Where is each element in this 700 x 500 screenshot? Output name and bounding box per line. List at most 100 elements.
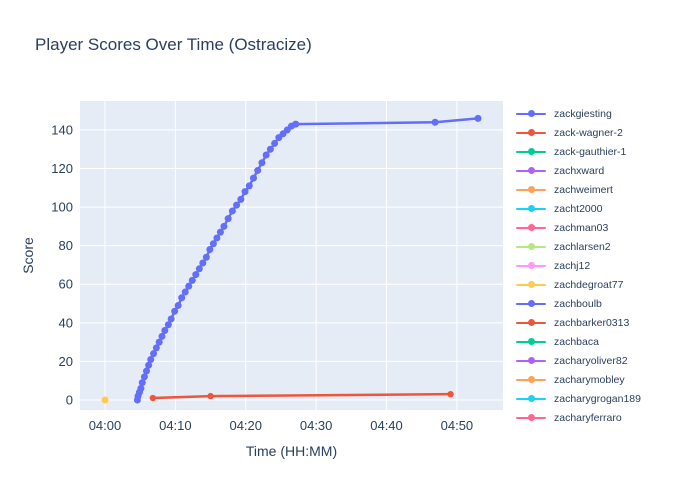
legend-item-zack-gauthier-1[interactable]: zack-gauthier-1 (516, 142, 698, 161)
legend-line-marker-icon (516, 242, 546, 252)
legend-item-zachdegroat77[interactable]: zachdegroat77 (516, 275, 698, 294)
legend-label: zachboulb (554, 297, 602, 310)
series-marker-zackgiesting (164, 321, 172, 329)
series-marker-zackgiesting (152, 344, 160, 352)
series-marker-zackgiesting (262, 151, 270, 159)
legend-dot (527, 338, 535, 345)
legend-line-marker-icon (516, 128, 546, 138)
legend-item-zachweimert[interactable]: zachweimert (516, 180, 698, 199)
legend-item-zack-wagner-2[interactable]: zack-wagner-2 (516, 123, 698, 142)
series-marker-zackgiesting (202, 253, 210, 261)
legend-dot (527, 167, 535, 174)
legend-dot (527, 186, 535, 193)
series-marker-zackgiesting (181, 288, 189, 296)
x-axis-title: Time (HH:MM) (246, 443, 337, 459)
legend-dot (527, 376, 535, 383)
x-tick-label: 04:40 (370, 418, 403, 433)
series-marker-zack-wagner-2 (447, 390, 454, 398)
legend-label: zacharyferraro (554, 411, 622, 424)
legend-item-zacharyoliver82[interactable]: zacharyoliver82 (516, 351, 698, 370)
legend-line-marker-icon (516, 185, 546, 195)
series-marker-zackgiesting (145, 361, 153, 369)
series-marker-zackgiesting (213, 234, 221, 242)
x-tick-label: 04:30 (300, 418, 333, 433)
series-marker-zackgiesting (224, 215, 232, 223)
legend-label: zachj12 (554, 259, 591, 272)
x-tick-label: 04:20 (229, 418, 262, 433)
legend-dot (527, 281, 535, 288)
series-marker-zackgiesting (137, 384, 145, 392)
legend-line-marker-icon (516, 375, 546, 385)
x-tick-label: 04:50 (441, 418, 474, 433)
legend-item-zachxward[interactable]: zachxward (516, 161, 698, 180)
y-tick-label: 20 (59, 354, 73, 369)
legend-line-marker-icon (516, 261, 546, 271)
legend-line-marker-icon (516, 147, 546, 157)
legend-item-zachlarsen2[interactable]: zachlarsen2 (516, 237, 698, 256)
series-marker-zackgiesting (174, 301, 182, 309)
legend-item-zachbaca[interactable]: zachbaca (516, 332, 698, 351)
legend-line-marker-icon (516, 413, 546, 423)
legend-item-zacharymobley[interactable]: zacharymobley (516, 370, 698, 389)
legend-item-zachbarker0313[interactable]: zachbarker0313 (516, 313, 698, 332)
series-marker-zackgiesting (216, 228, 224, 236)
legend-dot (527, 129, 535, 136)
legend-dot (527, 319, 535, 326)
legend-label: zachlarsen2 (554, 240, 611, 253)
series-marker-zackgiesting (138, 379, 146, 387)
series-marker-zack-wagner-2 (149, 394, 157, 402)
legend-dot (527, 300, 535, 307)
x-tick-label: 04:00 (89, 418, 122, 433)
series-marker-zackgiesting (143, 367, 151, 375)
legend-line-marker-icon (516, 356, 546, 366)
legend-item-zacharyferraro[interactable]: zacharyferraro (516, 408, 698, 424)
series-marker-zack-wagner-2 (207, 392, 214, 400)
legend-item-zackgiesting[interactable]: zackgiesting (516, 104, 698, 123)
series-marker-zackgiesting (474, 114, 482, 122)
legend-item-zachj12[interactable]: zachj12 (516, 256, 698, 275)
series-marker-zackgiesting (178, 294, 186, 302)
series-marker-zackgiesting (167, 315, 175, 323)
legend-label: zacht2000 (554, 202, 603, 215)
series-marker-zackgiesting (192, 271, 200, 279)
series-marker-zackgiesting (188, 276, 196, 284)
legend-line-marker-icon (516, 299, 546, 309)
legend-line-marker-icon (516, 204, 546, 214)
series-marker-zackgiesting (258, 159, 266, 167)
series-marker-zackgiesting (161, 327, 169, 335)
legend-item-zachboulb[interactable]: zachboulb (516, 294, 698, 313)
y-axis-title: Score (20, 237, 36, 274)
legend-dot (527, 205, 535, 212)
legend-line-marker-icon (516, 166, 546, 176)
legend-label: zachbaca (554, 335, 599, 348)
series-marker-zackgiesting (206, 246, 214, 254)
series-marker-zackgiesting (249, 174, 257, 182)
legend-dot (527, 243, 535, 250)
legend-label: zack-wagner-2 (554, 126, 623, 139)
legend-label: zacharygrogan189 (554, 392, 641, 405)
series-marker-zackgiesting (254, 166, 262, 174)
series-marker-zackgiesting (271, 139, 279, 147)
series-marker-zackgiesting (209, 240, 217, 248)
legend-dot (527, 395, 535, 402)
series-marker-zackgiesting (241, 188, 249, 196)
legend-item-zachman03[interactable]: zachman03 (516, 218, 698, 237)
y-tick-label: 100 (51, 200, 73, 215)
series-marker-zackgiesting (245, 182, 253, 190)
series-marker-zachdegroat77 (101, 396, 109, 404)
series-marker-zackgiesting (140, 373, 148, 381)
series-marker-zackgiesting (155, 338, 163, 346)
series-marker-zackgiesting (220, 222, 228, 230)
legend: zackgiesting zack-wagner-2 zack-gauthier-1… (516, 104, 698, 424)
legend-item-zacharygrogan189[interactable]: zacharygrogan189 (516, 389, 698, 408)
legend-label: zachxward (554, 164, 605, 177)
series-marker-zackgiesting (147, 355, 155, 363)
legend-item-zacht2000[interactable]: zacht2000 (516, 199, 698, 218)
plot-background (80, 101, 503, 410)
chart-title: Player Scores Over Time (Ostracize) (35, 35, 312, 54)
legend-dot (527, 414, 535, 421)
y-tick-label: 140 (51, 122, 73, 137)
legend-line-marker-icon (516, 280, 546, 290)
